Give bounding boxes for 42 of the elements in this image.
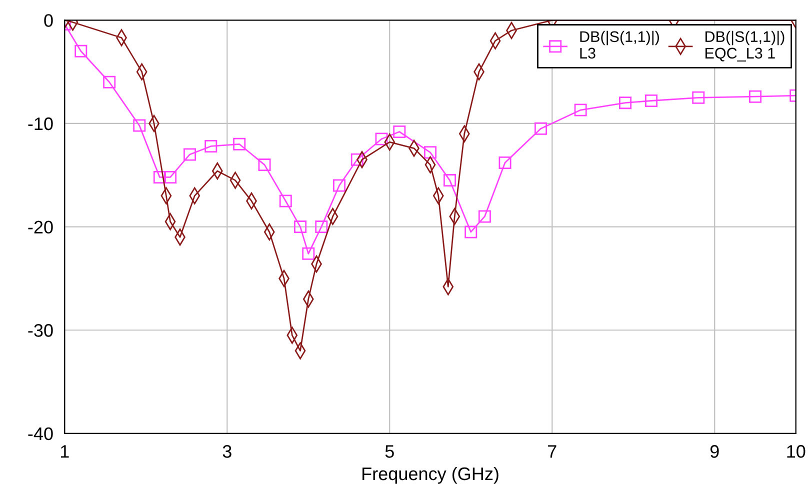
y-tick-label: -30 [28,324,53,337]
point [478,210,491,223]
x-axis-title: Frequency (GHz) [362,466,498,484]
y-tick-label: -10 [28,117,53,130]
point [315,220,328,234]
point [184,148,196,161]
x-tick-label: 7 [548,445,556,458]
x-tick-label: 5 [385,445,394,458]
point [103,76,116,88]
point [279,194,292,208]
point [350,153,364,166]
point [294,220,307,234]
point [333,179,346,192]
point [133,119,146,132]
point [204,140,218,152]
point [302,247,315,260]
point [444,174,456,187]
y-tick-label: 0 [44,14,53,27]
point [692,91,705,104]
point [393,125,406,138]
x-tick-label: 10 [787,445,806,458]
point [74,44,88,58]
legend-label: DB(|S(1,1)|) EQC_L3 1 [706,30,784,62]
point [645,94,658,107]
x-tick-label: 9 [710,445,719,458]
legend-label: DB(|S(1,1)|) L3 [580,30,659,59]
y-tick-label: -20 [28,220,53,234]
x-tick-label: 3 [222,445,232,458]
point [164,170,177,184]
point [233,138,246,150]
point [574,104,587,116]
y-tick-label: -40 [28,427,53,440]
x-tick-label: 1 [60,445,69,458]
point [153,170,166,184]
point [258,158,271,172]
point [375,132,388,146]
point [619,96,632,110]
point [749,90,762,103]
point [464,226,478,238]
point [424,146,437,159]
point [498,156,512,169]
point [534,122,548,135]
